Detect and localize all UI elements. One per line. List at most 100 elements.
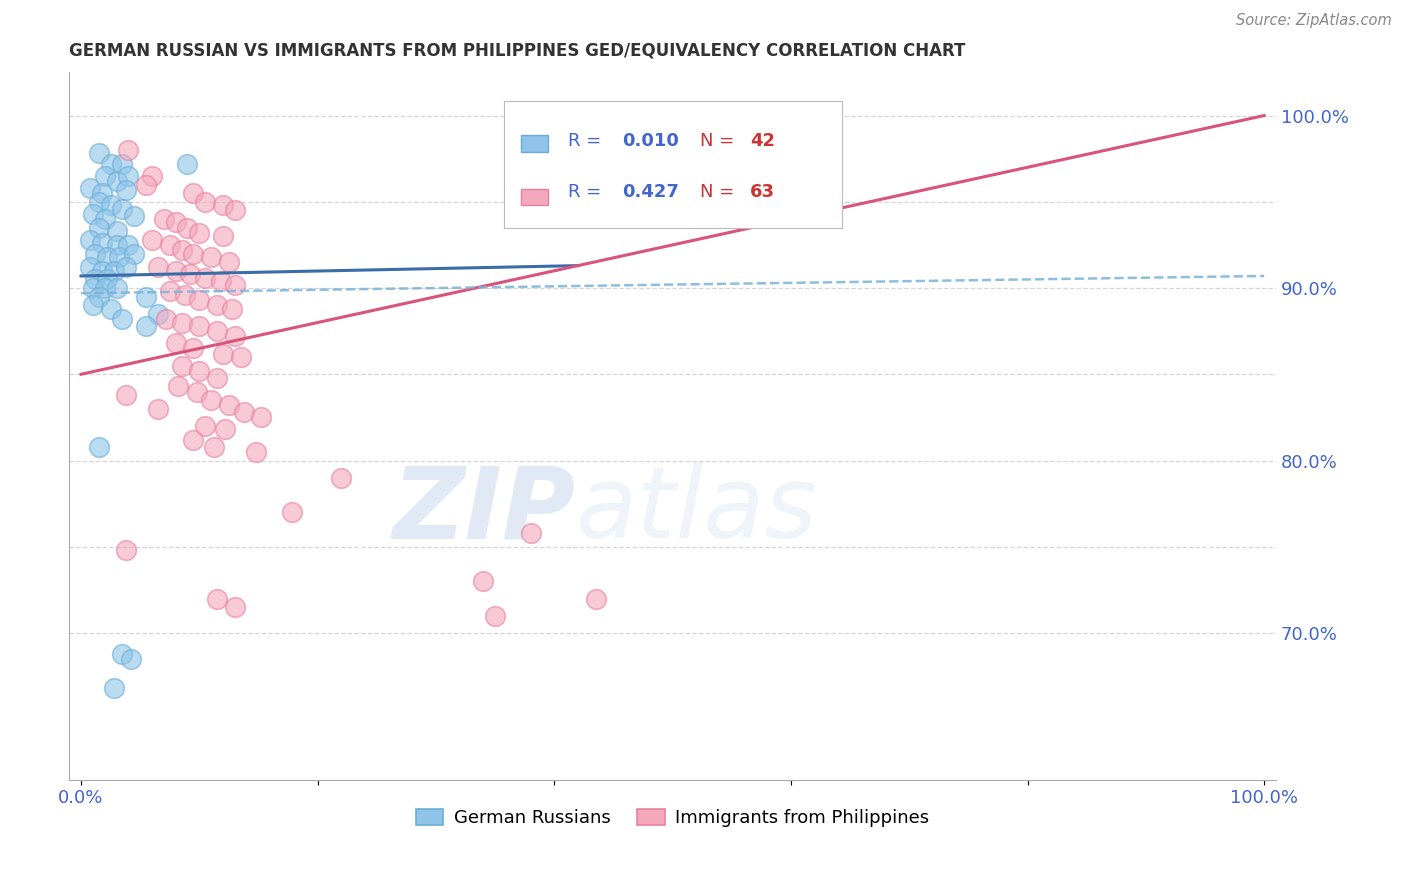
Point [519,525,541,540]
Point [205,591,228,606]
Point [221,301,243,316]
Point [155,312,177,326]
Point [218,255,240,269]
Point [585,591,607,606]
Point [122,209,145,223]
Text: GERMAN RUSSIAN VS IMMIGRANTS FROM PHILIPPINES GED/EQUIVALENCY CORRELATION CHART: GERMAN RUSSIAN VS IMMIGRANTS FROM PHILIP… [69,42,966,60]
Point [105,281,128,295]
Point [202,440,225,454]
Point [167,379,190,393]
Point [115,260,138,275]
Point [105,224,128,238]
Point [183,246,205,260]
Point [188,226,211,240]
Point [170,359,193,373]
Point [96,272,118,286]
Point [194,194,217,209]
Point [205,370,228,384]
Point [280,505,302,519]
Point [79,233,101,247]
Point [200,393,222,408]
Point [91,236,114,251]
Point [91,264,114,278]
Point [233,405,256,419]
Point [93,281,115,295]
Point [100,301,122,316]
Point [111,312,134,326]
Point [250,410,273,425]
Point [165,264,187,278]
Point [141,169,163,183]
Point [100,198,122,212]
Point [100,157,122,171]
Point [103,264,125,278]
Point [135,318,157,333]
Point [224,329,246,343]
Point [146,307,169,321]
Point [82,298,104,312]
Text: atlas: atlas [576,462,818,559]
Point [84,272,107,286]
Point [108,250,131,264]
Point [200,250,222,264]
Point [146,260,169,275]
Point [165,215,187,229]
Point [79,181,101,195]
Point [183,433,205,447]
Point [82,281,104,295]
Point [212,198,235,212]
Text: ZIP: ZIP [394,462,576,559]
Point [93,169,115,183]
Point [170,243,193,257]
Point [183,342,205,356]
Point [87,146,110,161]
Point [87,440,110,454]
Point [205,324,228,338]
Point [484,608,506,623]
Point [115,183,138,197]
Point [84,246,107,260]
Point [159,238,181,252]
Point [174,288,197,302]
Point [186,384,208,399]
Point [245,445,267,459]
Point [212,229,235,244]
Point [188,293,211,307]
Point [111,157,134,171]
Point [183,186,205,201]
Point [212,346,235,360]
Point [91,186,114,201]
Point [79,260,101,275]
Point [146,401,169,416]
Point [87,220,110,235]
Point [176,157,198,171]
Point [115,388,138,402]
Legend: German Russians, Immigrants from Philippines: German Russians, Immigrants from Philipp… [409,802,936,834]
Point [224,600,246,615]
Point [194,270,217,285]
Text: Source: ZipAtlas.com: Source: ZipAtlas.com [1236,13,1392,29]
Point [120,652,142,666]
Point [105,174,128,188]
Point [87,290,110,304]
Point [176,220,198,235]
Point [135,178,157,192]
Point [803,143,825,157]
Point [122,246,145,260]
Point [141,233,163,247]
Point [224,203,246,218]
Point [224,277,246,292]
Point [229,350,252,364]
Point [153,212,176,227]
Point [117,238,139,252]
Point [472,574,495,589]
Point [170,316,193,330]
Point [209,274,232,288]
Point [117,143,139,157]
Point [93,212,115,227]
Point [179,267,201,281]
Point [214,422,236,436]
Point [96,250,118,264]
Point [188,318,211,333]
Point [87,194,110,209]
